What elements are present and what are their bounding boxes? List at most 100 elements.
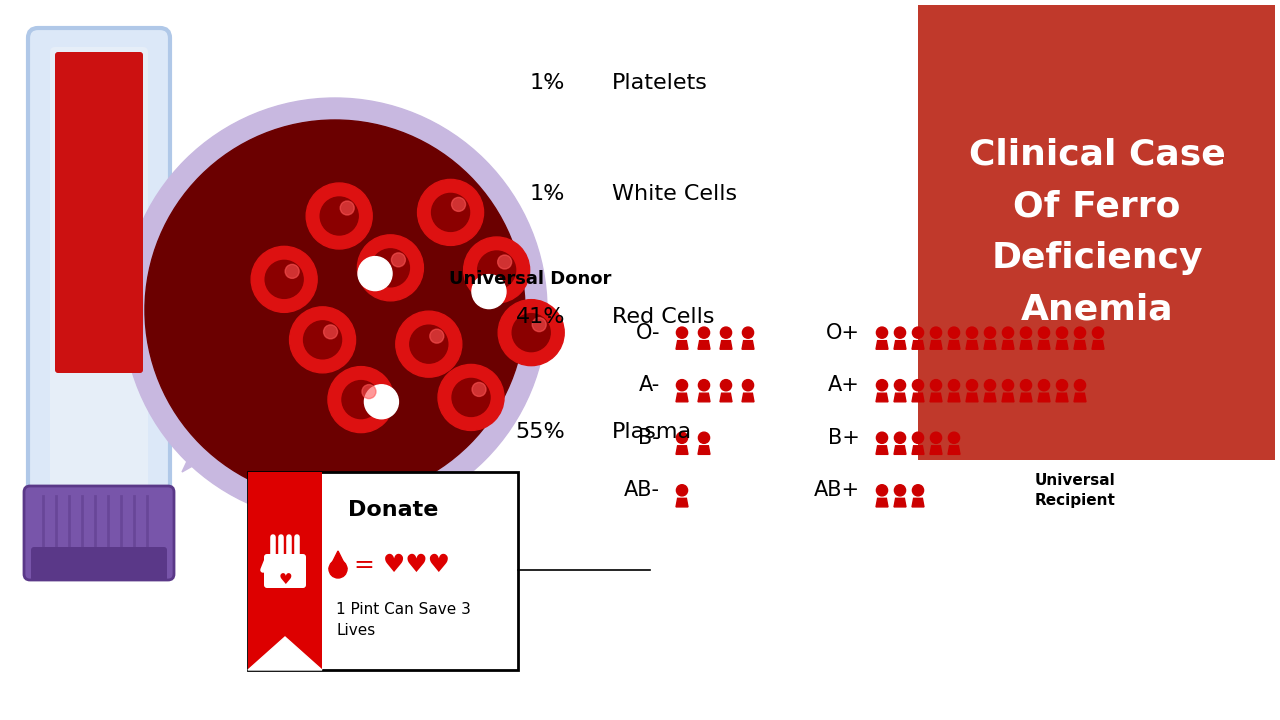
Polygon shape bbox=[1056, 341, 1068, 349]
Circle shape bbox=[452, 379, 490, 416]
Polygon shape bbox=[676, 498, 689, 507]
Circle shape bbox=[498, 255, 512, 269]
Circle shape bbox=[895, 327, 906, 338]
Circle shape bbox=[948, 379, 960, 391]
Circle shape bbox=[392, 253, 406, 267]
Circle shape bbox=[1092, 327, 1103, 338]
Polygon shape bbox=[1002, 393, 1014, 402]
Circle shape bbox=[1020, 379, 1032, 391]
Polygon shape bbox=[248, 637, 323, 670]
FancyBboxPatch shape bbox=[31, 547, 166, 581]
Circle shape bbox=[1020, 327, 1032, 338]
Polygon shape bbox=[911, 446, 924, 454]
Polygon shape bbox=[931, 341, 942, 349]
Polygon shape bbox=[698, 446, 710, 454]
Circle shape bbox=[371, 249, 410, 287]
Circle shape bbox=[328, 366, 394, 433]
Polygon shape bbox=[948, 393, 960, 402]
Bar bbox=[248, 472, 518, 670]
Circle shape bbox=[1038, 327, 1050, 338]
Circle shape bbox=[699, 327, 709, 338]
Circle shape bbox=[877, 379, 887, 391]
Text: B-: B- bbox=[639, 428, 660, 448]
Circle shape bbox=[463, 237, 530, 303]
Circle shape bbox=[1002, 379, 1014, 391]
Circle shape bbox=[1056, 327, 1068, 338]
Text: Red Cells: Red Cells bbox=[612, 307, 714, 327]
Circle shape bbox=[1074, 379, 1085, 391]
Circle shape bbox=[430, 329, 444, 343]
Text: 1%: 1% bbox=[530, 184, 564, 204]
Circle shape bbox=[265, 261, 303, 298]
Circle shape bbox=[721, 327, 732, 338]
Polygon shape bbox=[1038, 393, 1050, 402]
Text: Clinical Case
Of Ferro
Deficiency
Anemia: Clinical Case Of Ferro Deficiency Anemia bbox=[969, 138, 1225, 326]
Circle shape bbox=[123, 98, 547, 522]
Circle shape bbox=[895, 432, 906, 444]
Circle shape bbox=[966, 327, 978, 338]
Circle shape bbox=[342, 381, 380, 418]
Circle shape bbox=[676, 485, 687, 496]
Bar bbox=[248, 472, 323, 670]
Circle shape bbox=[913, 379, 924, 391]
Polygon shape bbox=[719, 393, 732, 402]
Polygon shape bbox=[698, 393, 710, 402]
Polygon shape bbox=[931, 393, 942, 402]
Circle shape bbox=[396, 311, 462, 377]
Polygon shape bbox=[1056, 393, 1068, 402]
Circle shape bbox=[472, 382, 486, 397]
Circle shape bbox=[676, 327, 687, 338]
Circle shape bbox=[699, 379, 709, 391]
Polygon shape bbox=[893, 498, 906, 507]
Polygon shape bbox=[984, 341, 996, 349]
Text: O+: O+ bbox=[826, 323, 860, 343]
Text: A+: A+ bbox=[828, 375, 860, 395]
Text: Universal
Recipient: Universal Recipient bbox=[1034, 473, 1115, 508]
Circle shape bbox=[676, 432, 687, 444]
Polygon shape bbox=[948, 341, 960, 349]
Polygon shape bbox=[984, 393, 996, 402]
Text: A-: A- bbox=[639, 375, 660, 395]
Text: 1 Pint Can Save 3
Lives: 1 Pint Can Save 3 Lives bbox=[335, 602, 471, 638]
Polygon shape bbox=[876, 446, 888, 454]
Polygon shape bbox=[893, 446, 906, 454]
Circle shape bbox=[410, 325, 448, 363]
Circle shape bbox=[362, 384, 376, 399]
Text: 41%: 41% bbox=[516, 307, 564, 327]
Text: AB-: AB- bbox=[625, 480, 660, 500]
Polygon shape bbox=[911, 498, 924, 507]
Circle shape bbox=[498, 300, 564, 366]
Circle shape bbox=[877, 432, 887, 444]
Polygon shape bbox=[876, 393, 888, 402]
Circle shape bbox=[931, 327, 942, 338]
FancyBboxPatch shape bbox=[24, 486, 174, 580]
Text: ♥: ♥ bbox=[278, 572, 292, 588]
Circle shape bbox=[417, 179, 484, 246]
Bar bbox=[918, 5, 1275, 460]
Circle shape bbox=[365, 384, 398, 419]
Circle shape bbox=[340, 201, 355, 215]
Circle shape bbox=[877, 485, 887, 496]
Circle shape bbox=[877, 327, 887, 338]
Circle shape bbox=[984, 327, 996, 338]
Polygon shape bbox=[1074, 341, 1085, 349]
Text: White Cells: White Cells bbox=[612, 184, 737, 204]
Polygon shape bbox=[698, 341, 710, 349]
Circle shape bbox=[742, 379, 754, 391]
Text: Plasma: Plasma bbox=[612, 422, 692, 442]
Text: AB+: AB+ bbox=[814, 480, 860, 500]
Circle shape bbox=[358, 256, 392, 291]
Circle shape bbox=[1002, 327, 1014, 338]
Polygon shape bbox=[329, 551, 347, 569]
Text: = ♥♥♥: = ♥♥♥ bbox=[355, 553, 451, 577]
Circle shape bbox=[966, 379, 978, 391]
Circle shape bbox=[931, 432, 942, 444]
Text: Universal Donor: Universal Donor bbox=[449, 270, 611, 288]
Circle shape bbox=[306, 183, 372, 249]
Circle shape bbox=[895, 485, 906, 496]
Circle shape bbox=[948, 327, 960, 338]
Text: Donate: Donate bbox=[348, 500, 438, 520]
Text: Platelets: Platelets bbox=[612, 73, 708, 93]
Polygon shape bbox=[1020, 393, 1032, 402]
Polygon shape bbox=[1020, 341, 1032, 349]
